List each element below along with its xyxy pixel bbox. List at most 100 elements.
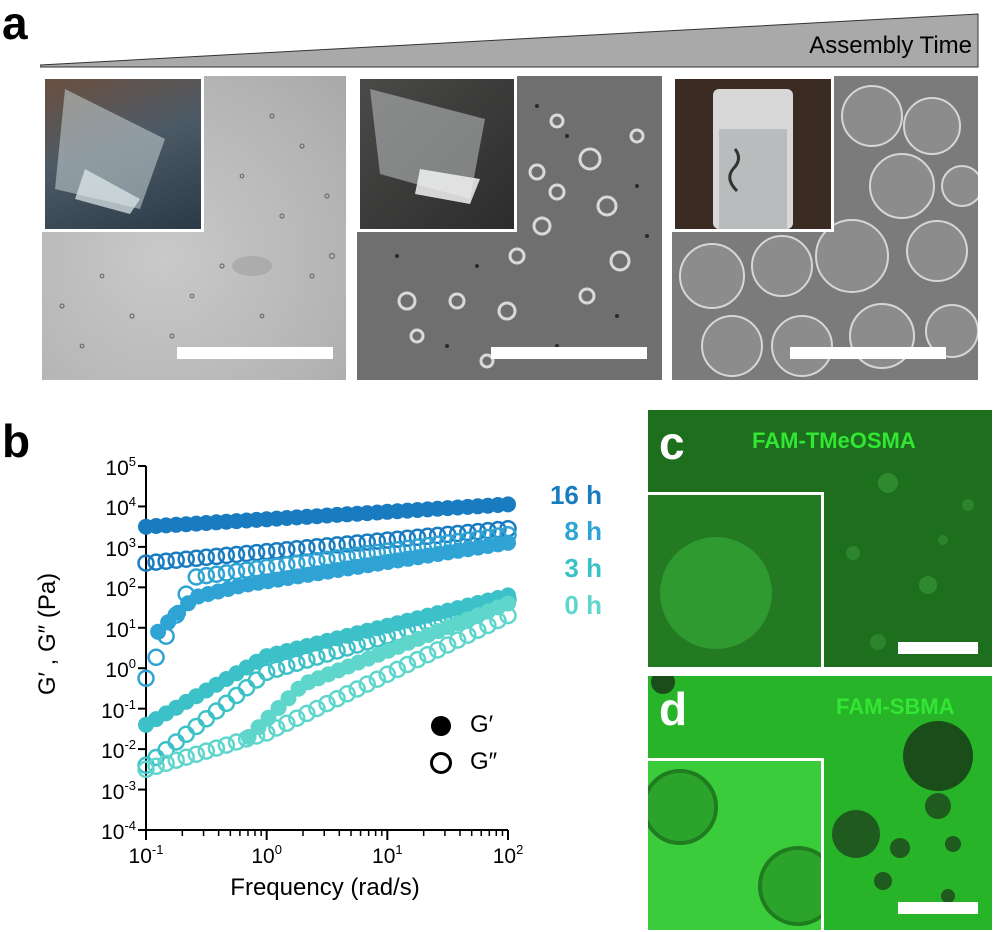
x-axis-label: Frequency (rad/s) [230,874,420,901]
data-point-0h-loss [328,689,346,708]
x-tick-label: 100 [251,842,282,868]
data-point-16h-loss [358,533,376,551]
data-point-0h-loss [358,675,376,693]
micrograph-late [672,76,978,380]
data-point-0h-loss [147,757,165,776]
data-point-8h-loss [278,555,296,574]
data-point-0h-loss [499,606,517,625]
data-point-8h-loss [147,648,165,667]
time-label-16h: 16 h [549,480,602,510]
data-point-8h-loss [267,557,286,575]
data-point-0h-loss [177,748,195,766]
data-point-16h-loss [398,529,417,547]
data-point-0h-loss [207,739,226,757]
y-tick-label: 101 [105,615,136,642]
vial-photo-late [672,76,834,232]
y-tick-label: 102 [105,575,136,602]
data-point-8h-loss [338,547,356,566]
data-point-8h-loss [398,539,417,558]
y-tick-label: 10-1 [101,696,136,723]
data-point-3h-loss [308,648,326,666]
y-tick-label: 104 [105,494,136,521]
data-point-16h-loss [338,535,356,553]
data-point-0h-loss [288,709,306,728]
fluorescence-image-c [648,410,992,667]
data-point-8h-loss [318,550,336,569]
micrograph-middle [357,76,662,380]
data-point-8h-loss [459,531,477,549]
data-point-8h-loss [207,565,226,583]
data-point-8h-loss [368,543,387,562]
data-point-8h-loss [247,560,266,578]
data-point-8h-loss [489,527,507,545]
data-point-8h-loss [348,546,366,564]
data-point-0h-loss [479,616,497,635]
data-point-3h-loss [257,663,276,682]
data-point-0h-loss [408,650,427,669]
data-point-0h-loss [278,714,296,732]
data-point-0h-storage [500,595,516,612]
data-point-0h-loss [469,621,487,640]
data-point-0h-loss [137,760,155,779]
data-point-3h-loss [278,657,296,675]
fluorescence-image-d [648,676,992,930]
vial-photo-early [42,76,204,232]
data-point-8h-loss [448,532,467,551]
data-point-8h-loss [177,585,195,603]
data-point-3h-loss [187,717,206,736]
data-point-16h-loss [207,547,226,566]
data-point-3h-loss [207,702,226,720]
data-point-8h-loss [298,553,316,571]
data-point-16h-loss [177,550,195,568]
assembly-time-wedge [40,13,979,68]
data-point-3h-loss [328,642,346,660]
time-label-0h: 0 h [564,590,602,620]
data-point-0h-loss [318,694,336,713]
data-point-0h-loss [378,665,397,684]
scale-bar [898,642,978,654]
data-point-8h-loss [469,530,487,548]
data-point-8h-loss [227,562,246,581]
data-point-16h-loss [368,532,387,550]
data-point-3h-loss [358,633,376,651]
data-point-16h-loss [318,537,336,555]
data-point-8h-loss [479,528,497,547]
data-point-0h-loss [308,699,326,718]
legend-open-label: G″ [470,748,498,775]
panel-d-letter: d [659,683,688,735]
data-point-0h-loss [428,641,447,659]
legend-filled-marker [431,716,451,736]
data-point-8h-loss [378,542,397,560]
time-label-3h: 3 h [564,553,602,583]
data-point-16h-loss [388,530,407,548]
data-point-0h-loss [368,670,387,688]
vial-photo-middle [357,76,517,232]
data-point-8h-loss [288,554,306,573]
data-point-0h-loss [448,631,467,649]
fluor-label-d: FAM-SBMA [836,694,955,719]
data-point-8h-storage [160,614,177,631]
data-point-8h-loss [388,540,407,559]
data-point-0h-loss [348,680,366,698]
fluorescence-inset-d [648,758,824,930]
data-point-0h-loss [247,727,266,745]
data-point-8h-loss [308,551,326,570]
data-point-0h-loss [237,730,256,748]
y-tick-label: 10-4 [101,818,136,844]
y-tick-label: 103 [105,534,136,561]
data-point-0h-loss [197,742,216,760]
data-point-16h-loss [217,546,236,565]
y-tick-label: 10-3 [101,777,136,804]
data-point-8h-loss [237,561,256,579]
data-point-16h-loss [348,534,366,552]
panel-b-letter: b [2,415,31,467]
data-point-3h-loss [348,636,366,654]
data-point-8h-loss [257,558,276,577]
data-point-3h-loss [368,630,387,648]
scale-bar [177,347,333,359]
data-point-8h-loss [499,526,517,544]
data-point-3h-loss [237,679,256,697]
data-point-16h-storage [500,496,516,513]
panel-c-letter: c [659,417,685,469]
